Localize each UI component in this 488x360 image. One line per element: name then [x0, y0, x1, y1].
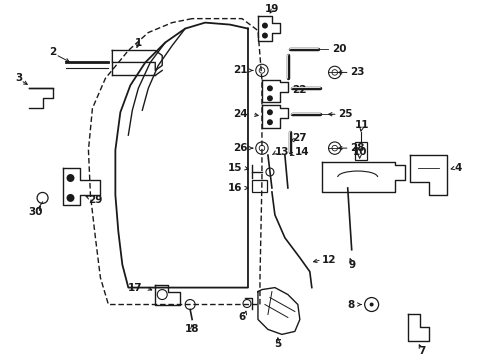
- Text: 3: 3: [15, 73, 22, 84]
- Circle shape: [369, 302, 373, 306]
- Text: 18: 18: [184, 324, 199, 334]
- Text: 27: 27: [291, 133, 306, 143]
- Circle shape: [266, 109, 272, 115]
- Text: 9: 9: [347, 260, 354, 270]
- Circle shape: [266, 119, 272, 125]
- Text: 30: 30: [28, 207, 43, 217]
- Bar: [251, 180, 266, 192]
- Text: 23: 23: [349, 67, 364, 77]
- Text: 10: 10: [352, 147, 366, 157]
- Text: 22: 22: [291, 85, 306, 95]
- Circle shape: [262, 32, 267, 39]
- Text: 24: 24: [233, 109, 247, 119]
- Text: 15: 15: [227, 163, 242, 173]
- Text: 16: 16: [227, 183, 242, 193]
- Text: 19: 19: [264, 4, 279, 14]
- Text: 28: 28: [349, 143, 364, 153]
- Text: 4: 4: [453, 163, 461, 173]
- Text: 8: 8: [347, 300, 354, 310]
- Text: 25: 25: [337, 109, 351, 119]
- Text: 7: 7: [417, 346, 424, 356]
- Text: 2: 2: [49, 48, 56, 58]
- Text: 1: 1: [134, 37, 142, 48]
- Circle shape: [266, 85, 272, 91]
- Text: 5: 5: [274, 339, 281, 349]
- Text: 17: 17: [127, 283, 142, 293]
- Circle shape: [266, 95, 272, 101]
- Text: 14: 14: [294, 147, 309, 157]
- Text: 20: 20: [331, 44, 346, 54]
- Bar: [354, 142, 366, 160]
- Text: 21: 21: [233, 66, 247, 76]
- Text: 26: 26: [233, 143, 247, 153]
- Text: 11: 11: [354, 120, 368, 130]
- Text: 29: 29: [88, 195, 102, 205]
- Circle shape: [66, 174, 74, 182]
- Text: 6: 6: [238, 312, 245, 323]
- Text: 12: 12: [321, 255, 336, 265]
- Text: 13: 13: [274, 147, 289, 157]
- Circle shape: [66, 194, 74, 202]
- Circle shape: [262, 23, 267, 28]
